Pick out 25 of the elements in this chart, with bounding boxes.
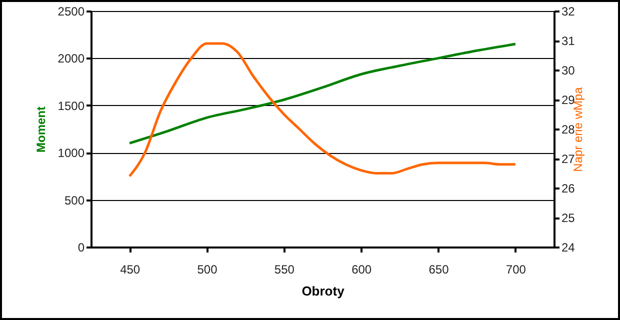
y2-tick-label: 26 <box>562 182 576 196</box>
line-series <box>128 42 517 178</box>
y-tick-label: 500 <box>64 193 85 208</box>
y-tick-label: 0 <box>78 240 85 254</box>
y-tick-label: 1000 <box>58 146 85 160</box>
y-axis-title: Moment <box>34 106 48 152</box>
x-tick-label: 550 <box>274 262 295 276</box>
y-tick-label: 2000 <box>58 52 85 66</box>
y-tick-label: 1500 <box>58 98 85 113</box>
x-tick-label: 700 <box>506 262 526 276</box>
y2-tick-label: 32 <box>562 4 576 18</box>
y2-tick-label: 28 <box>562 122 576 136</box>
x-axis-title: Obroty <box>302 284 346 298</box>
x-tick-label: 450 <box>120 262 140 276</box>
y2-tick-label: 30 <box>562 64 576 78</box>
y2-tick-label: 31 <box>562 34 576 48</box>
x-tick-label: 600 <box>352 262 372 276</box>
x-tick-label: 500 <box>197 262 218 276</box>
y2-tick-label: 24 <box>562 240 576 254</box>
y2-tick-label: 29 <box>562 93 576 107</box>
x-tick-label: 650 <box>428 262 450 276</box>
y2-tick-label: 27 <box>562 152 576 166</box>
line-series <box>128 42 517 144</box>
y2-tick-label: 25 <box>562 211 576 225</box>
y-tick-label: 2500 <box>58 4 85 18</box>
